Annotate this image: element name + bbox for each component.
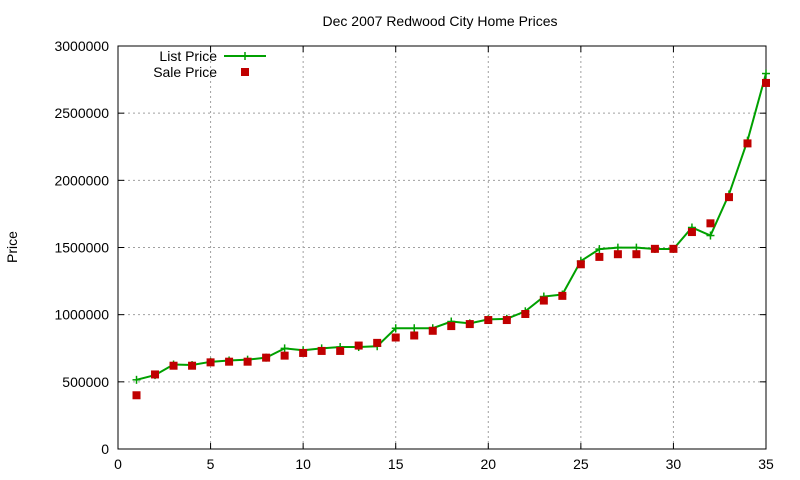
x-tick-label: 10 bbox=[295, 456, 311, 472]
data-point bbox=[484, 316, 493, 325]
x-tick-label: 25 bbox=[573, 456, 589, 472]
series-0 bbox=[132, 69, 770, 384]
legend-label: List Price bbox=[159, 48, 217, 64]
data-point bbox=[650, 244, 659, 253]
data-point bbox=[336, 346, 345, 355]
x-tick-label: 15 bbox=[388, 456, 404, 472]
grid bbox=[118, 46, 766, 449]
data-point bbox=[151, 370, 160, 379]
data-point bbox=[169, 361, 178, 370]
y-axis-label: Price bbox=[4, 231, 20, 263]
data-point bbox=[132, 391, 141, 400]
data-point bbox=[373, 338, 382, 347]
x-tick-label: 35 bbox=[758, 456, 774, 472]
data-point bbox=[280, 351, 289, 360]
series-line bbox=[136, 73, 767, 381]
data-point bbox=[687, 228, 696, 237]
x-tick-label: 30 bbox=[666, 456, 682, 472]
data-point bbox=[502, 316, 511, 325]
data-point bbox=[447, 322, 456, 331]
y-tick-label: 500000 bbox=[62, 374, 109, 390]
data-point bbox=[280, 344, 289, 353]
data-point bbox=[391, 333, 400, 342]
data-point bbox=[669, 244, 678, 253]
data-point bbox=[762, 78, 770, 87]
data-point bbox=[354, 341, 363, 350]
x-tick-label: 5 bbox=[207, 456, 215, 472]
y-tick-label: 1000000 bbox=[54, 307, 109, 323]
data-point bbox=[539, 296, 548, 305]
legend-marker bbox=[241, 68, 249, 76]
data-point bbox=[595, 252, 604, 261]
data-point bbox=[428, 326, 437, 335]
chart-title: Dec 2007 Redwood City Home Prices bbox=[323, 13, 558, 29]
legend-label: Sale Price bbox=[153, 64, 217, 80]
data-point bbox=[465, 320, 474, 329]
x-tick-label: 0 bbox=[114, 456, 122, 472]
data-point bbox=[762, 69, 770, 78]
data-point bbox=[613, 250, 622, 259]
data-point bbox=[558, 291, 567, 300]
data-point bbox=[724, 193, 733, 202]
y-tick-label: 0 bbox=[101, 441, 109, 457]
data-point bbox=[225, 357, 234, 366]
data-point bbox=[576, 260, 585, 269]
axis-ticks: 0 5 10 15 20 25 30 35 0 500000 1000000 1500000 20000… bbox=[54, 38, 774, 472]
data-point bbox=[188, 361, 197, 370]
series-1 bbox=[132, 78, 770, 400]
x-tick-label: 20 bbox=[480, 456, 496, 472]
y-tick-label: 3000000 bbox=[54, 38, 109, 54]
series bbox=[132, 69, 770, 400]
y-tick-label: 1500000 bbox=[54, 240, 109, 256]
y-tick-label: 2000000 bbox=[54, 172, 109, 188]
data-point bbox=[243, 357, 252, 366]
legend-marker bbox=[241, 52, 249, 60]
data-point bbox=[521, 309, 530, 318]
data-point bbox=[743, 139, 752, 148]
data-point bbox=[206, 358, 215, 367]
data-point bbox=[410, 324, 419, 333]
data-point bbox=[391, 324, 400, 333]
data-point bbox=[706, 231, 715, 240]
data-point bbox=[595, 245, 604, 254]
data-point bbox=[706, 219, 715, 228]
data-point bbox=[632, 250, 641, 259]
data-point bbox=[317, 346, 326, 355]
y-tick-label: 2500000 bbox=[54, 105, 109, 121]
data-point bbox=[132, 375, 141, 384]
data-point bbox=[410, 331, 419, 340]
data-point bbox=[262, 353, 271, 362]
data-point bbox=[299, 348, 308, 357]
